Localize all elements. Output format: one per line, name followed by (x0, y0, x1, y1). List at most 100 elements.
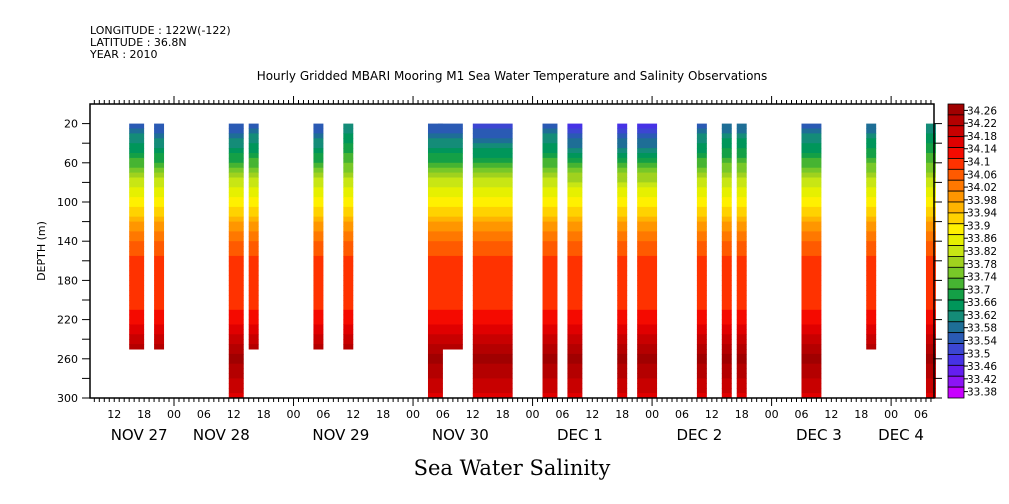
salinity-cell (343, 187, 354, 193)
salinity-cell (925, 162, 936, 169)
salinity-cell (567, 319, 583, 325)
salinity-cell (736, 280, 747, 286)
salinity-cell (567, 358, 583, 365)
salinity-cell (617, 157, 628, 164)
salinity-cell (736, 388, 747, 394)
salinity-cell (736, 182, 747, 188)
salinity-cell (866, 143, 877, 149)
salinity-cell (228, 202, 244, 208)
salinity-cell (925, 309, 936, 316)
salinity-cell (472, 300, 513, 306)
salinity-cell (472, 157, 513, 164)
salinity-cell (637, 290, 658, 296)
salinity-cell (313, 138, 324, 144)
salinity-cell (313, 172, 324, 178)
x-tick-label: 00 (884, 408, 898, 421)
salinity-cell (736, 329, 747, 335)
salinity-cell (427, 290, 443, 296)
salinity-cell (154, 329, 165, 335)
salinity-cell (343, 157, 354, 164)
salinity-cell (736, 157, 747, 164)
salinity-cell (542, 358, 558, 365)
salinity-cell (248, 138, 259, 144)
salinity-cell (637, 344, 658, 350)
salinity-cell (866, 344, 877, 350)
salinity-cell (472, 177, 513, 183)
salinity-cell (427, 260, 443, 267)
salinity-cell (866, 167, 877, 174)
salinity-cell (637, 300, 658, 306)
salinity-cell (696, 128, 707, 134)
salinity-cell (637, 182, 658, 188)
salinity-cell (427, 221, 443, 227)
salinity-cell (427, 162, 443, 169)
salinity-cell (801, 275, 822, 281)
salinity-cell (801, 187, 822, 193)
salinity-cell (472, 216, 513, 223)
salinity-cell (154, 182, 165, 188)
salinity-cell (427, 202, 443, 208)
salinity-cell (637, 363, 658, 370)
salinity-cell (925, 128, 936, 134)
salinity-cell (637, 255, 658, 262)
salinity-cell (801, 206, 822, 213)
salinity-cell (542, 349, 558, 355)
salinity-cell (427, 148, 443, 154)
salinity-cell (154, 324, 165, 330)
data-column (228, 123, 244, 399)
salinity-cell (542, 260, 558, 267)
salinity-cell (696, 162, 707, 169)
colorbar-label: 33.46 (967, 361, 997, 373)
salinity-cell (721, 182, 732, 188)
salinity-cell (567, 153, 583, 159)
y-tick-label: 300 (57, 392, 78, 405)
salinity-cell (542, 148, 558, 154)
salinity-cell (866, 162, 877, 169)
salinity-cell (427, 314, 443, 321)
salinity-cell (542, 182, 558, 188)
salinity-cell (437, 206, 463, 213)
salinity-cell (617, 319, 628, 325)
salinity-cell (154, 241, 165, 247)
salinity-cell (154, 206, 165, 213)
x-tick-label: 12 (824, 408, 838, 421)
salinity-cell (228, 123, 244, 129)
salinity-cell (736, 172, 747, 178)
salinity-cell (567, 216, 583, 223)
x-axis: 12 18 00 06 12 18 00 06 12 18 00 06 12 18 00 06 12 18 00 06… (93, 96, 932, 444)
salinity-cell (129, 329, 145, 335)
salinity-cell (154, 304, 165, 311)
salinity-cell (567, 182, 583, 188)
salinity-cell (567, 285, 583, 291)
salinity-cell (313, 309, 324, 316)
colorbar-label: 33.66 (967, 297, 997, 309)
salinity-cell (925, 260, 936, 267)
salinity-cell (736, 177, 747, 183)
salinity-cell (248, 128, 259, 134)
salinity-cell (542, 138, 558, 144)
salinity-cell (637, 334, 658, 340)
salinity-cell (696, 314, 707, 321)
salinity-cell (801, 221, 822, 227)
salinity-cell (129, 334, 145, 340)
salinity-cell (637, 157, 658, 164)
salinity-cell (801, 334, 822, 340)
salinity-cell (228, 231, 244, 237)
salinity-cell (437, 241, 463, 247)
salinity-cell (721, 383, 732, 389)
salinity-cell (343, 309, 354, 316)
salinity-cell (228, 172, 244, 178)
salinity-cell (472, 344, 513, 350)
salinity-cell (437, 319, 463, 325)
salinity-cell (925, 270, 936, 276)
salinity-cell (617, 300, 628, 306)
salinity-cell (866, 202, 877, 208)
salinity-cell (721, 157, 732, 164)
salinity-cell (925, 221, 936, 227)
salinity-cell (567, 334, 583, 340)
salinity-cell (801, 383, 822, 389)
salinity-cell (343, 148, 354, 154)
salinity-cell (343, 319, 354, 325)
salinity-cell (696, 211, 707, 218)
salinity-cell (617, 393, 628, 399)
